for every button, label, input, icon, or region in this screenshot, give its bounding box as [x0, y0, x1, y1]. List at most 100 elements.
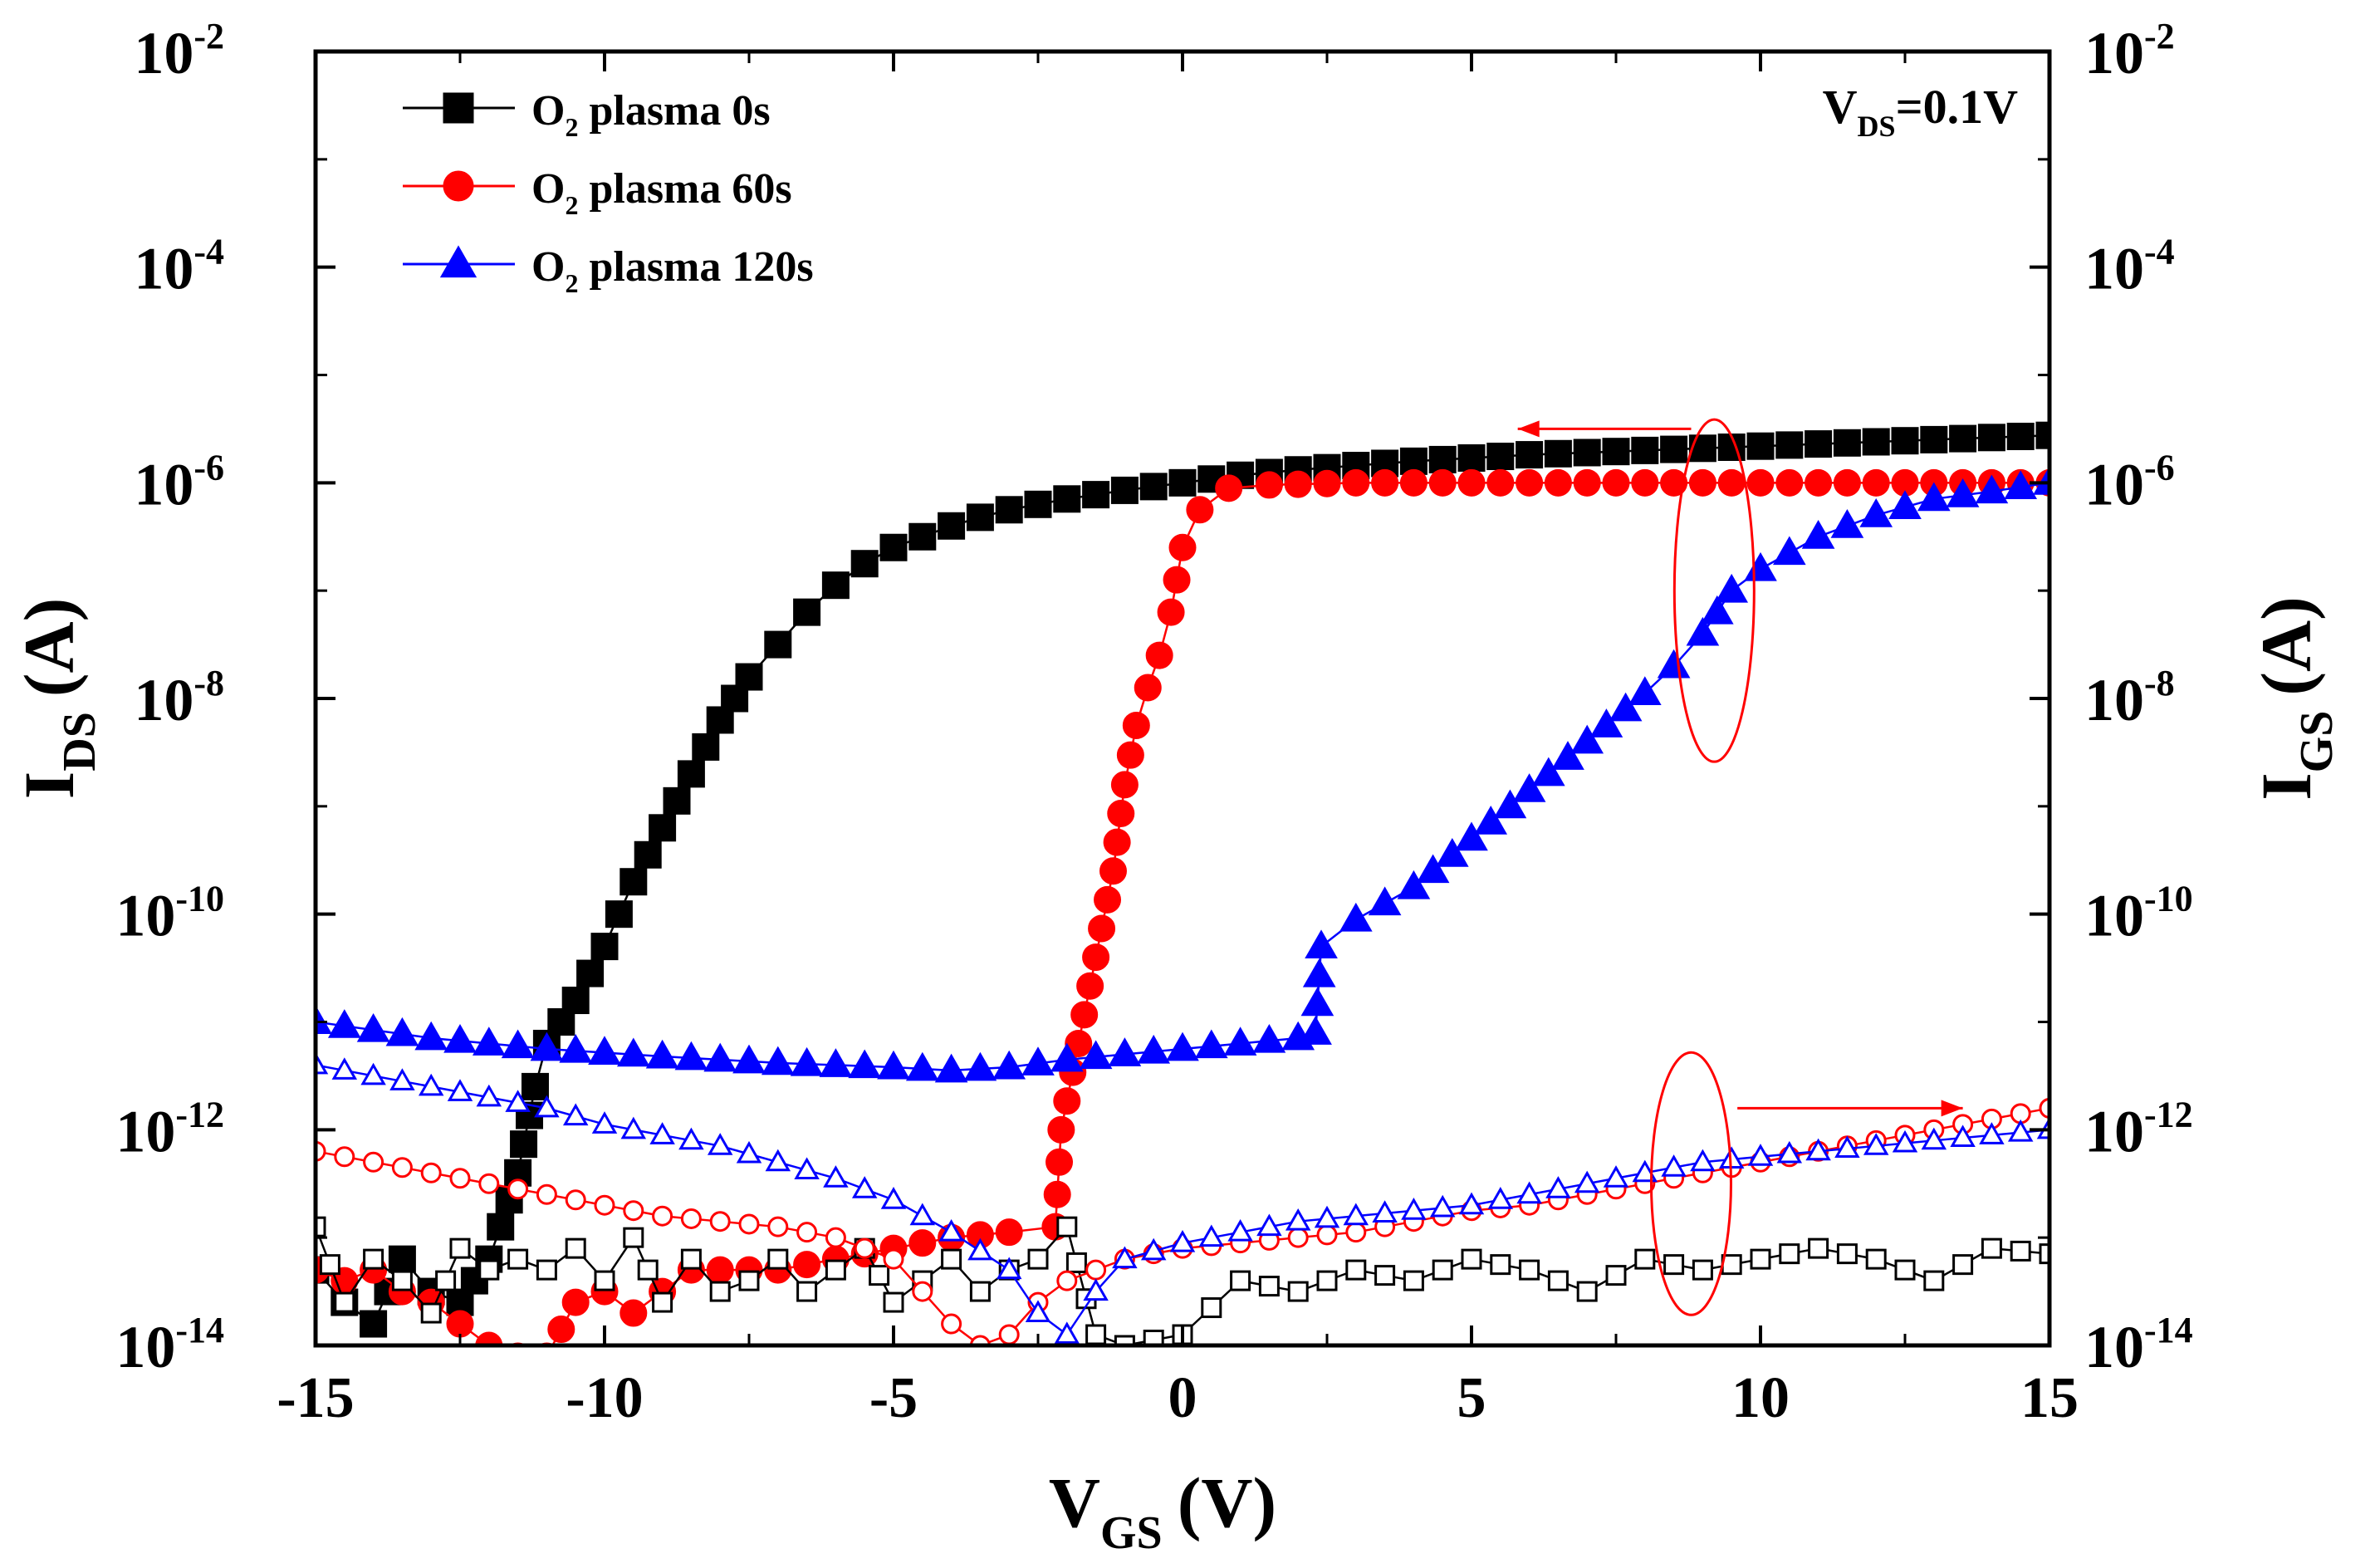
- data-point: [649, 814, 677, 842]
- data-point: [1981, 1237, 2002, 1259]
- data-point: [547, 1316, 575, 1344]
- data-point: [2006, 423, 2035, 451]
- data-point: [327, 1009, 361, 1038]
- data-point: [1145, 641, 1173, 669]
- data-point: [1056, 1270, 1078, 1291]
- data-point: [1168, 468, 1197, 497]
- data-point: [1602, 468, 1630, 497]
- data-point: [536, 1183, 557, 1205]
- data-point: [1544, 468, 1572, 497]
- guide-ellipse: [1649, 1051, 1732, 1316]
- data-point: [487, 1213, 515, 1241]
- data-point: [1660, 435, 1688, 463]
- data-point: [1065, 1252, 1087, 1273]
- data-point: [1551, 741, 1584, 770]
- data-point: [1544, 439, 1572, 468]
- data-point: [1435, 837, 1469, 867]
- series-layer: [316, 421, 2049, 1345]
- data-point: [1570, 724, 1604, 754]
- data-point: [1603, 1165, 1629, 1188]
- data-point: [767, 1216, 789, 1237]
- data-point: [1805, 468, 1833, 497]
- y2-tick-label: 10-12: [2084, 1094, 2193, 1164]
- data-point: [879, 533, 908, 561]
- data-point: [1830, 508, 1864, 538]
- data-point: [1862, 428, 1890, 456]
- data-point: [1094, 885, 1122, 914]
- y-axis-label-right: IGS(A): [2246, 596, 2343, 801]
- data-point: [1401, 1198, 1427, 1220]
- data-point: [1531, 757, 1565, 786]
- data-point: [969, 1335, 991, 1345]
- data-point: [1717, 468, 1746, 497]
- data-point: [1299, 1016, 1332, 1045]
- data-point: [1300, 987, 1334, 1017]
- data-point: [316, 1051, 329, 1075]
- data-point: [2035, 421, 2049, 449]
- data-point: [649, 1122, 675, 1144]
- data-point: [1258, 1276, 1280, 1297]
- data-point: [1305, 929, 1338, 959]
- data-point: [478, 1259, 500, 1281]
- data-point: [854, 1237, 875, 1259]
- data-point: [449, 1168, 471, 1189]
- data-point: [1099, 857, 1127, 885]
- data-point: [735, 663, 763, 691]
- data-point: [934, 1053, 968, 1083]
- data-point: [388, 1245, 416, 1273]
- data-point: [1516, 1181, 1542, 1204]
- data-point: [1461, 1248, 1482, 1270]
- data-point: [1920, 425, 1948, 453]
- data-point: [663, 786, 691, 815]
- data-point: [963, 1051, 997, 1081]
- data-point: [316, 1140, 326, 1162]
- data-point: [476, 1084, 502, 1107]
- data-point: [510, 1130, 538, 1159]
- data-point: [619, 1299, 648, 1327]
- data-point: [634, 840, 662, 869]
- data-point: [619, 868, 648, 896]
- data-point: [941, 1313, 962, 1335]
- data-point: [1134, 674, 1162, 702]
- data-point: [721, 684, 749, 713]
- data-point: [909, 1203, 936, 1226]
- series-2: [316, 466, 2049, 1083]
- data-point: [475, 1331, 503, 1345]
- y2-tick-label: 10-6: [2084, 447, 2175, 517]
- data-point: [1107, 799, 1135, 827]
- data-point: [1750, 1248, 1771, 1270]
- data-point: [995, 1218, 1023, 1247]
- data-point: [605, 900, 633, 929]
- data-point: [356, 1012, 390, 1042]
- guide-arrowhead: [1941, 1100, 1963, 1117]
- data-point: [1516, 441, 1544, 469]
- data-point: [1663, 1254, 1685, 1276]
- data-point: [1715, 573, 1749, 603]
- data-point: [2010, 1240, 2031, 1262]
- y-tick-label: 10-10: [115, 879, 224, 949]
- data-point: [821, 571, 850, 600]
- data-point: [1371, 468, 1399, 497]
- data-point: [1746, 432, 1775, 460]
- data-point: [1157, 598, 1185, 626]
- data-point: [652, 1291, 673, 1313]
- data-point: [414, 1021, 448, 1051]
- y-tick-label: 10-8: [134, 663, 224, 733]
- data-point: [1634, 1248, 1656, 1270]
- data-point: [1474, 806, 1508, 835]
- data-point: [501, 1029, 535, 1059]
- data-point: [1122, 711, 1150, 739]
- data-point: [559, 1033, 593, 1063]
- data-point: [1631, 436, 1659, 464]
- legend-item: O2 plasma 120s: [403, 243, 814, 298]
- data-point: [1416, 854, 1450, 884]
- data-point: [1746, 468, 1775, 497]
- data-point: [1345, 1222, 1367, 1243]
- legend-marker: [439, 245, 477, 278]
- y2-tick-label: 10-14: [2084, 1310, 2193, 1380]
- data-point: [530, 1031, 564, 1061]
- data-point: [1169, 1229, 1196, 1252]
- data-point: [391, 1270, 413, 1291]
- data-point: [1609, 692, 1643, 722]
- data-point: [1946, 478, 1980, 507]
